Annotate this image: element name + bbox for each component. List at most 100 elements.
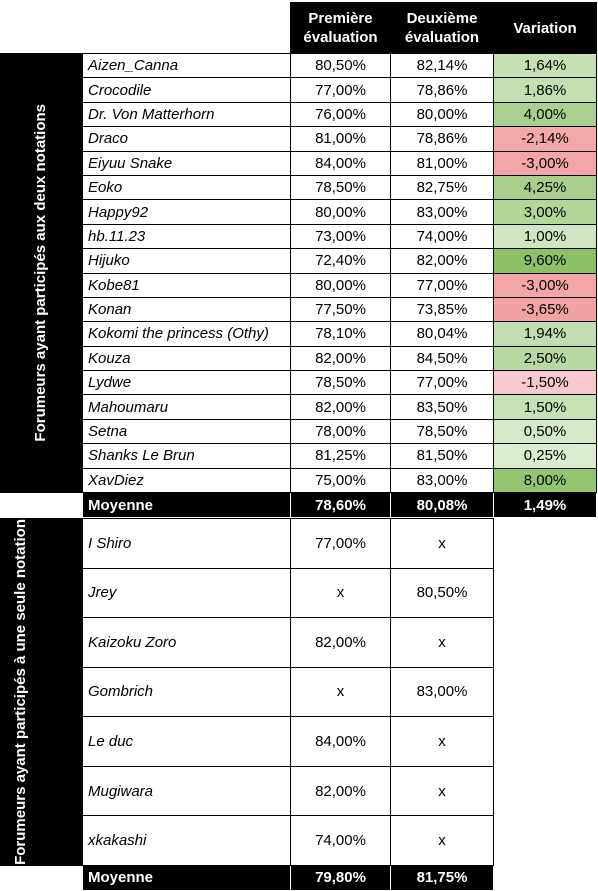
second-score: x (390, 617, 494, 668)
first-score: 77,50% (290, 296, 391, 323)
average-label: Moyenne (82, 864, 291, 891)
member-name: XavDiez (82, 467, 291, 494)
first-score: 72,40% (290, 248, 391, 274)
section-label: Forumeurs ayant participés à une seule n… (11, 519, 29, 865)
second-score: 80,04% (390, 321, 494, 347)
variation: 1,50% (493, 394, 597, 420)
variation: 4,25% (493, 174, 597, 201)
second-score: 82,00% (390, 248, 494, 274)
second-score: 77,00% (390, 272, 494, 298)
member-name: Shanks Le Brun (82, 443, 291, 469)
member-name: Le duc (82, 716, 291, 767)
variation: -3,00% (493, 272, 597, 298)
second-score: 81,50% (390, 443, 494, 469)
variation: -1,50% (493, 370, 597, 396)
empty-cell (0, 865, 83, 891)
first-score: x (290, 567, 391, 619)
variation: 1,64% (493, 52, 597, 79)
second-score: x (390, 716, 494, 767)
second-score: x (390, 815, 494, 866)
first-score: 80,00% (290, 272, 391, 298)
member-name: Gombrich (82, 666, 291, 718)
data-row: Konan 77,50% 73,85% -3,65% (1, 296, 597, 323)
second-score: x (390, 518, 494, 569)
variation: -3,00% (493, 150, 597, 176)
second-score: 74,00% (390, 223, 494, 250)
first-score: 81,25% (290, 443, 391, 469)
member-name: Aizen_Canna (82, 52, 291, 79)
first-score: 77,00% (290, 518, 391, 569)
second-score: 82,75% (390, 174, 494, 201)
variation: 2,50% (493, 345, 597, 372)
average-value: 79,80% (290, 864, 391, 891)
average-value: 80,08% (390, 492, 494, 519)
member-name: Hijuko (82, 248, 291, 274)
data-row: Jrey x 80,50% (1, 567, 597, 619)
data-row: Kokomi the princess (Othy) 78,10% 80,04% 1,… (1, 321, 597, 347)
second-score: 83,00% (390, 467, 494, 494)
second-score: 78,50% (390, 418, 494, 445)
section-label-cell: Forumeurs ayant participés à une seule n… (0, 518, 83, 866)
empty-cell (493, 518, 597, 569)
second-score: 81,00% (390, 150, 494, 176)
data-row: Happy92 80,00% 83,00% 3,00% (1, 199, 597, 225)
data-row: Shanks Le Brun 81,25% 81,50% 0,25% (1, 443, 597, 469)
member-name: xkakashi (82, 815, 291, 866)
data-row: Le duc 84,00% x (1, 716, 597, 767)
first-score: 80,00% (290, 199, 391, 225)
data-row: Draco 81,00% 78,86% -2,14% (1, 126, 597, 152)
second-score: 77,00% (390, 370, 494, 396)
data-row: hb.11.23 73,00% 74,00% 1,00% (1, 223, 597, 250)
first-score: 84,00% (290, 150, 391, 176)
variation: -3,65% (493, 296, 597, 323)
header-row: Première évaluation Deuxième évaluation Va… (0, 2, 597, 54)
data-row: Gombrich x 83,00% (1, 666, 597, 718)
second-score: 84,50% (390, 345, 494, 372)
first-score: 76,00% (290, 101, 391, 128)
member-name: hb.11.23 (82, 223, 291, 250)
variation: 1,86% (493, 77, 597, 103)
empty-cell (493, 568, 597, 618)
average-label: Moyenne (82, 492, 291, 519)
variation: 0,25% (493, 443, 597, 469)
average-row: Moyenne 79,80% 81,75% (0, 864, 597, 891)
first-score: 80,50% (290, 52, 391, 79)
data-row: Eiyuu Snake 84,00% 81,00% -3,00% (1, 150, 597, 176)
second-score: 83,50% (390, 394, 494, 420)
first-score: 77,00% (290, 77, 391, 103)
data-row: Kaizoku Zoro 82,00% x (1, 617, 597, 668)
member-name: Konan (82, 296, 291, 323)
first-score: 73,00% (290, 223, 391, 250)
data-row: Forumeurs ayant participés aux deux nota… (0, 52, 597, 494)
first-score: 78,50% (290, 370, 391, 396)
variation: -2,14% (493, 126, 597, 152)
empty-cell (493, 815, 597, 866)
first-score: 75,00% (290, 467, 391, 494)
member-name: Draco (82, 126, 291, 152)
empty-cell (0, 517, 597, 519)
data-row: Lydwe 78,50% 77,00% -1,50% (1, 370, 597, 396)
section-label: Forumeurs ayant participés aux deux nota… (31, 104, 49, 442)
first-score: 78,50% (290, 174, 391, 201)
second-score: 80,50% (390, 567, 494, 619)
data-row: xkakashi 74,00% x (1, 815, 597, 866)
first-score: 78,10% (290, 321, 391, 347)
data-row: Forumeurs ayant participés à une seule n… (0, 518, 597, 866)
column-header: Deuxième évaluation (390, 2, 494, 54)
data-row: XavDiez 75,00% 83,00% 8,00% (1, 467, 597, 494)
second-score: 78,86% (390, 77, 494, 103)
header-blank (0, 2, 291, 54)
member-name: I Shiro (82, 518, 291, 569)
data-row: Kobe81 80,00% 77,00% -3,00% (1, 272, 597, 298)
second-score: 78,86% (390, 126, 494, 152)
empty-cell (493, 716, 597, 767)
section-label-cell: Forumeurs ayant participés aux deux nota… (0, 52, 83, 494)
second-score: 82,14% (390, 52, 494, 79)
first-score: x (290, 666, 391, 718)
empty-cell (493, 865, 597, 891)
first-score: 81,00% (290, 126, 391, 152)
data-row: Kouza 82,00% 84,50% 2,50% (1, 345, 597, 372)
data-row: Hijuko 72,40% 82,00% 9,60% (1, 248, 597, 274)
